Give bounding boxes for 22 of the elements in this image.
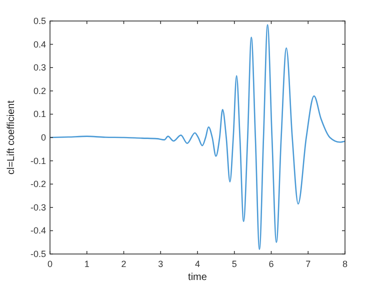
x-tick-label: 5	[232, 259, 237, 269]
y-tick-label: 0.2	[33, 86, 46, 96]
y-tick-label: -0.4	[30, 226, 46, 236]
y-axis-title: cl=Lift coefficient	[6, 100, 17, 175]
y-tick-label: -0.2	[30, 179, 46, 190]
y-tick-label: -0.3	[30, 202, 46, 212]
x-tick-label: 7	[306, 259, 311, 269]
y-tick-label: 0	[40, 132, 46, 142]
y-tick-label: -0.1	[30, 156, 46, 166]
x-tick-label: 8	[342, 259, 348, 269]
y-tick-label: -0.5	[30, 249, 46, 259]
x-tick-label: 0	[47, 259, 53, 269]
x-tick-label: 4	[194, 259, 200, 269]
x-tick-label: 1	[84, 259, 90, 269]
y-tick-label: 0.1	[33, 109, 46, 120]
x-tick-label: 6	[268, 259, 274, 269]
x-tick-label: 2	[121, 259, 126, 269]
x-tick-label: 3	[158, 259, 164, 269]
y-tick-label: 0.4	[33, 39, 46, 50]
y-tick-label: 0.3	[33, 62, 46, 73]
y-tick-label: 0.5	[33, 16, 46, 26]
x-axis-title: time	[188, 272, 208, 283]
